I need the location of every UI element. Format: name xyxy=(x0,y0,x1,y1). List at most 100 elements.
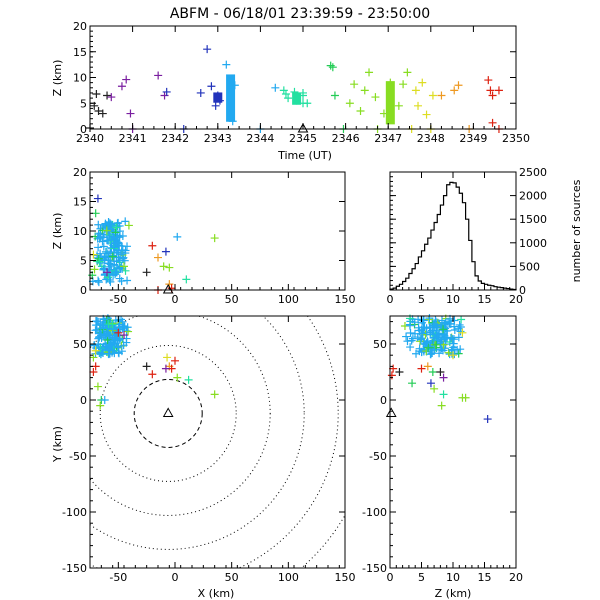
source-point xyxy=(154,71,163,80)
source-point xyxy=(271,83,280,92)
source-point xyxy=(90,265,99,274)
source-point xyxy=(184,375,193,384)
source-point xyxy=(439,373,448,382)
source-point xyxy=(424,343,433,352)
source-point xyxy=(103,329,112,338)
source-point xyxy=(488,118,497,127)
source-point xyxy=(430,333,439,342)
source-point xyxy=(226,104,235,113)
source-point xyxy=(281,89,290,98)
x-tick-label: 100 xyxy=(278,293,299,306)
source-point xyxy=(94,106,103,115)
source-point xyxy=(356,106,365,115)
x-tick-label: 0 xyxy=(387,571,394,584)
source-point xyxy=(98,109,107,118)
time-height-ylabel: Z (km) xyxy=(51,60,64,97)
x-tick-label: 0 xyxy=(172,293,179,306)
source-point xyxy=(94,220,103,229)
station-marker xyxy=(162,407,174,417)
source-point xyxy=(171,356,179,365)
histogram-line xyxy=(389,181,517,291)
source-point xyxy=(94,278,103,287)
source-point xyxy=(142,268,151,277)
source-point xyxy=(226,83,235,92)
source-point xyxy=(408,334,417,343)
source-point xyxy=(437,401,446,410)
source-point xyxy=(96,232,105,241)
source-point xyxy=(95,257,104,266)
source-point xyxy=(461,393,470,402)
x-tick-label: 10 xyxy=(446,293,460,306)
x-height-panel: Z (km) -50 0 50 100 150 0 5 10 15 20 xyxy=(51,166,356,306)
source-point xyxy=(330,91,339,100)
histogram-ylabel: number of sources xyxy=(570,179,583,282)
plot-frame xyxy=(89,171,346,291)
source-point xyxy=(455,320,464,329)
source-point xyxy=(95,332,104,341)
source-point xyxy=(103,268,111,277)
x-tick-label: 2342 xyxy=(161,132,189,145)
source-point xyxy=(154,253,162,262)
source-point xyxy=(112,223,121,232)
source-point xyxy=(417,334,426,343)
source-point xyxy=(450,335,459,344)
x-tick-label: 2349 xyxy=(459,132,487,145)
range-ring xyxy=(90,316,305,550)
source-point xyxy=(215,96,224,105)
x-tick-label: 20 xyxy=(509,571,523,584)
source-point xyxy=(450,86,459,95)
x-tick-label: 5 xyxy=(418,571,425,584)
source-point xyxy=(437,316,446,325)
source-point xyxy=(426,379,435,388)
source-point xyxy=(458,328,467,337)
source-point xyxy=(173,373,182,382)
x-tick-label: -50 xyxy=(109,571,127,584)
source-point xyxy=(165,263,174,272)
source-point xyxy=(365,68,374,77)
y-tick-label: 5 xyxy=(80,97,87,110)
source-point xyxy=(228,117,237,126)
source-point xyxy=(103,343,112,352)
x-tick-label: 0 xyxy=(172,571,179,584)
source-point xyxy=(93,382,102,391)
y-tick-label: -150 xyxy=(362,562,387,575)
source-point xyxy=(450,350,459,359)
station-marker xyxy=(162,283,174,294)
plan-view-panel: Y (km) X (km) -50 0 50 100 150 -150 -100 -50 0 50 xyxy=(51,314,356,600)
source-point xyxy=(99,349,108,358)
z-y-panel: Z (km) 0 5 10 15 20 -150 -100 -50 0 50 xyxy=(362,314,523,600)
x-tick-label: 50 xyxy=(225,571,239,584)
source-point xyxy=(116,264,125,273)
source-point xyxy=(402,332,411,341)
source-point xyxy=(120,322,129,331)
x-tick-label: 150 xyxy=(335,571,356,584)
y-tick-label: 20 xyxy=(73,20,87,33)
source-point xyxy=(420,323,429,332)
source-point xyxy=(105,349,114,358)
z-y-xlabel: Z (km) xyxy=(435,587,472,600)
source-point xyxy=(410,318,419,327)
source-point xyxy=(96,401,105,410)
y-tick-label: 20 xyxy=(73,166,87,179)
source-point xyxy=(284,94,293,103)
source-point xyxy=(411,86,420,95)
source-point xyxy=(386,78,395,87)
source-point xyxy=(425,314,434,323)
source-point xyxy=(292,96,301,105)
y-tick-label: -50 xyxy=(369,450,387,463)
source-point xyxy=(148,370,157,379)
source-point xyxy=(94,276,103,285)
source-point xyxy=(90,341,99,350)
source-point xyxy=(120,262,128,271)
source-point xyxy=(96,258,105,267)
y-tick-label: 0 xyxy=(80,284,87,297)
source-point xyxy=(430,384,439,393)
source-point xyxy=(93,194,102,203)
source-point xyxy=(103,335,112,344)
plan-view-xlabel: X (km) xyxy=(198,587,235,600)
source-point xyxy=(115,274,124,283)
source-point xyxy=(89,368,98,376)
source-point xyxy=(203,45,212,54)
y-tick-label: -100 xyxy=(362,506,387,519)
y-tick-label: 0 xyxy=(519,284,526,297)
